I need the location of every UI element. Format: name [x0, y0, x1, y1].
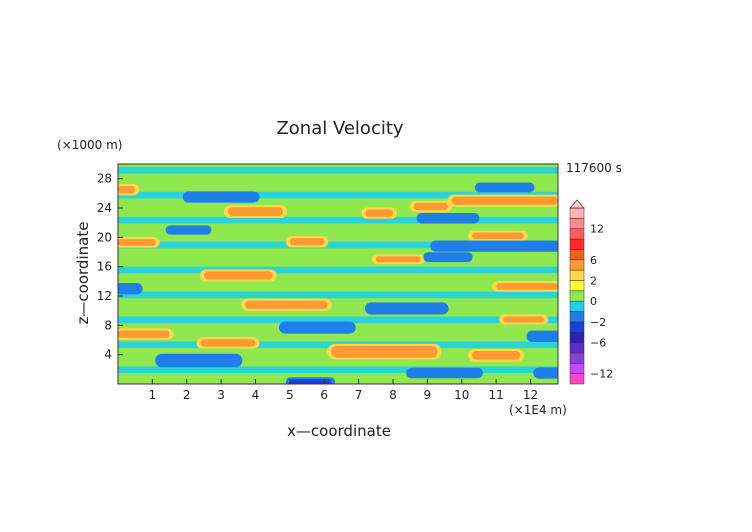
y-tick-label: 16 — [97, 260, 112, 274]
y-tick-label: 8 — [104, 318, 112, 332]
x-tick-label: 4 — [252, 388, 260, 402]
colorbar: 12 6 2 0 −2 −6 −12 — [569, 199, 613, 385]
colorbar-segment — [569, 238, 585, 250]
time-label: 117600 s — [566, 161, 622, 175]
positive-velocity-band — [118, 239, 156, 246]
negative-velocity-band — [186, 193, 256, 201]
x-tick-label: 7 — [355, 388, 363, 402]
y-tick-label: 24 — [97, 201, 112, 215]
colorbar-segment — [569, 259, 585, 271]
positive-velocity-band — [503, 316, 545, 323]
negative-velocity-band — [118, 285, 139, 293]
chart-title: Zonal Velocity — [276, 118, 403, 139]
colorbar-segment — [569, 207, 585, 219]
colorbar-segment — [569, 321, 585, 333]
x-tick-label: 10 — [454, 388, 469, 402]
positive-velocity-band — [451, 196, 558, 205]
x-tick-label: 5 — [286, 388, 294, 402]
colorbar-tick-label: −2 — [590, 316, 606, 329]
y-unit-label: (×1000 m) — [57, 138, 122, 152]
positive-velocity-band — [245, 300, 328, 309]
colorbar-segment — [569, 363, 585, 374]
positive-velocity-band — [472, 232, 524, 240]
negative-velocity-band — [427, 254, 469, 261]
x-tick-label: 9 — [424, 388, 432, 402]
x-tick-label: 8 — [389, 388, 397, 402]
colorbar-tick-label: 6 — [590, 254, 597, 267]
colorbar-segment — [569, 311, 585, 323]
negative-velocity-band — [420, 214, 476, 222]
x-unit-label: (×1E4 m) — [509, 403, 567, 417]
weak-negative-layer — [118, 216, 558, 224]
y-axis: 4 8 12 16 20 24 28 — [97, 172, 123, 362]
negative-velocity-band — [169, 227, 208, 233]
weak-negative-layer — [118, 191, 558, 199]
positive-velocity-band — [365, 209, 393, 217]
weak-negative-layer — [118, 241, 558, 249]
positive-velocity-band — [289, 238, 325, 246]
positive-velocity-band — [118, 186, 136, 194]
contour-field — [118, 164, 558, 384]
colorbar-segment — [569, 228, 585, 240]
x-tick-label: 2 — [183, 388, 191, 402]
x-tick-label: 11 — [488, 388, 503, 402]
negative-velocity-band — [368, 304, 445, 313]
negative-velocity-band — [478, 184, 531, 191]
colorbar-segment — [569, 249, 585, 261]
x-tick-label: 6 — [320, 388, 328, 402]
positive-velocity-band — [118, 330, 170, 338]
positive-velocity-band — [375, 256, 421, 263]
negative-velocity-band — [410, 369, 479, 377]
y-axis-label: z—coordinate — [74, 222, 92, 325]
x-axis-label: x—coordinate — [287, 422, 391, 440]
y-tick-label: 4 — [104, 348, 112, 362]
x-tick-label: 12 — [523, 388, 538, 402]
x-tick-label: 3 — [217, 388, 225, 402]
positive-velocity-band — [496, 283, 558, 290]
plot-frame — [117, 163, 559, 385]
colorbar-tick-label: 12 — [590, 223, 604, 236]
colorbar-segment — [569, 331, 585, 343]
positive-velocity-band — [203, 271, 273, 280]
x-tick-label: 1 — [149, 388, 157, 402]
y-tick-label: 20 — [97, 230, 112, 244]
negative-velocity-band — [537, 369, 558, 377]
negative-velocity-band — [289, 379, 332, 384]
colorbar-segment — [569, 280, 585, 292]
colorbar-segment — [569, 352, 585, 364]
y-tick-label: 28 — [97, 172, 112, 186]
weak-negative-layer — [118, 266, 558, 274]
colorbar-segment — [569, 342, 585, 354]
colorbar-tick-label: −12 — [590, 368, 613, 381]
positive-velocity-band — [472, 351, 521, 360]
colorbar-segment — [569, 218, 585, 229]
negative-velocity-band — [283, 323, 352, 332]
positive-velocity-band — [228, 207, 283, 217]
weak-negative-layer — [118, 166, 558, 174]
y-tick-label: 12 — [97, 289, 112, 303]
positive-velocity-band — [413, 202, 448, 211]
negative-velocity-band — [159, 355, 239, 366]
colorbar-segment — [569, 300, 585, 312]
colorbar-tick-label: −6 — [590, 337, 606, 350]
colorbar-segment — [569, 269, 585, 281]
x-axis: 1 2 3 4 5 6 7 8 9 10 11 12 — [149, 379, 538, 402]
colorbar-segment — [569, 290, 585, 302]
weak-negative-layer — [118, 291, 558, 299]
weak-negative-layer — [118, 366, 558, 373]
positive-velocity-band — [331, 345, 438, 358]
negative-velocity-band — [434, 242, 558, 250]
colorbar-tick-label: 0 — [590, 295, 597, 308]
colorbar-segment — [569, 373, 585, 385]
positive-velocity-band — [200, 339, 256, 347]
negative-velocity-band — [530, 332, 558, 340]
weak-negative-layer — [118, 316, 558, 324]
colorbar-arrow — [569, 199, 585, 209]
colorbar-tick-label: 2 — [590, 274, 597, 287]
plot-area — [117, 163, 559, 385]
